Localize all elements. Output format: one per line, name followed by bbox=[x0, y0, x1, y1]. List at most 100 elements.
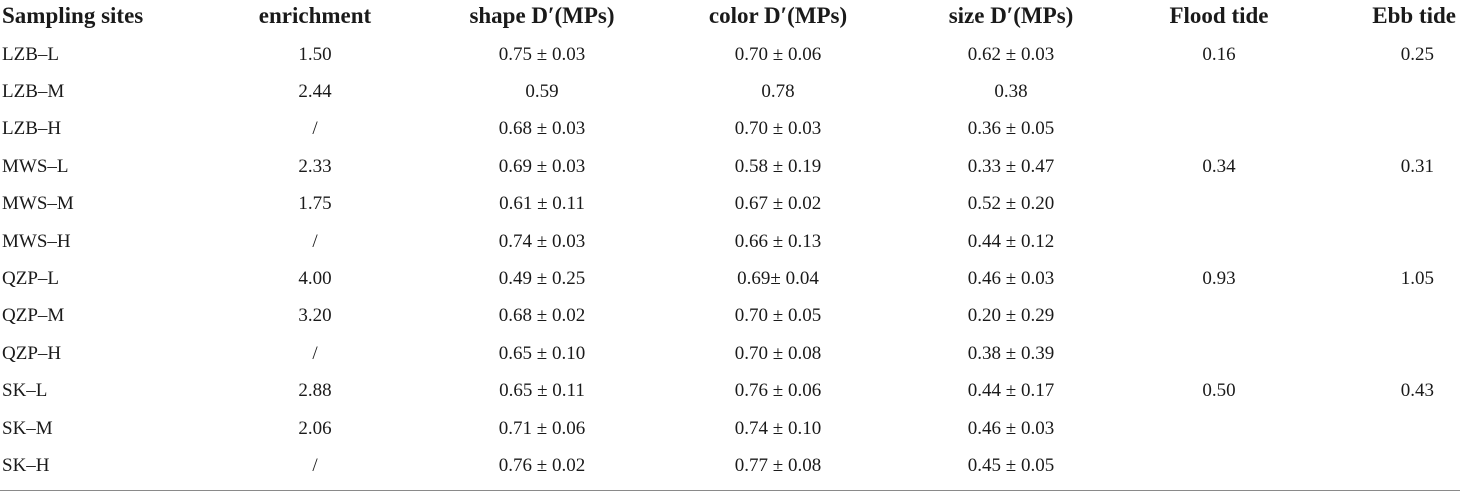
cell-enrichment: / bbox=[312, 230, 318, 252]
cell-color: 0.70 ± 0.06 bbox=[734, 43, 822, 65]
table-row: LZB–H / 0.68 ± 0.03 0.70 ± 0.03 0.36 ± 0.05 bbox=[0, 111, 1460, 148]
cell-color: 0.70 ± 0.08 bbox=[734, 342, 822, 364]
cell-ebb-tide: 1.05 bbox=[1400, 268, 1434, 290]
cell-site: LZB–H bbox=[2, 118, 62, 140]
table-row: SK–L 2.88 0.65 ± 0.11 0.76 ± 0.06 0.44 ± 0.1… bbox=[0, 373, 1460, 410]
cell-flood-tide bbox=[1120, 447, 1318, 484]
cell-site: SK–H bbox=[2, 454, 50, 476]
header-flood-tide: Flood tide bbox=[1169, 3, 1269, 28]
table-row: LZB–M 2.44 0.59 0.78 0.38 bbox=[0, 73, 1460, 110]
cell-site: SK–L bbox=[2, 380, 48, 402]
table-row: SK–M 2.06 0.71 ± 0.06 0.74 ± 0.10 0.46 ± 0.0… bbox=[0, 410, 1460, 447]
cell-flood-tide bbox=[1120, 186, 1318, 223]
cell-ebb-tide bbox=[1318, 111, 1460, 148]
cell-color: 0.77 ± 0.08 bbox=[734, 454, 822, 476]
cell-size: 0.52 ± 0.20 bbox=[967, 193, 1055, 215]
cell-shape: 0.65 ± 0.11 bbox=[499, 380, 585, 402]
cell-shape: 0.75 ± 0.03 bbox=[498, 43, 586, 65]
cell-enrichment: 2.44 bbox=[298, 81, 332, 103]
cell-color: 0.74 ± 0.10 bbox=[734, 417, 822, 439]
cell-shape: 0.61 ± 0.11 bbox=[499, 193, 585, 215]
cell-flood-tide bbox=[1120, 335, 1318, 372]
header-enrichment: enrichment bbox=[258, 3, 372, 28]
cell-shape: 0.69 ± 0.03 bbox=[498, 155, 586, 177]
table-row: QZP–M 3.20 0.68 ± 0.02 0.70 ± 0.05 0.20 ± 0.… bbox=[0, 298, 1460, 335]
cell-flood-tide: 0.50 bbox=[1202, 380, 1236, 402]
cell-ebb-tide: 0.43 bbox=[1400, 380, 1434, 402]
cell-enrichment: 1.75 bbox=[298, 193, 332, 215]
table-row: SK–H / 0.76 ± 0.02 0.77 ± 0.08 0.45 ± 0.05 bbox=[0, 447, 1460, 484]
cell-color: 0.70 ± 0.05 bbox=[734, 305, 822, 327]
cell-ebb-tide bbox=[1318, 410, 1460, 447]
cell-flood-tide bbox=[1120, 73, 1318, 110]
cell-shape: 0.74 ± 0.03 bbox=[498, 230, 586, 252]
cell-color: 0.78 bbox=[761, 81, 795, 103]
cell-ebb-tide: 0.31 bbox=[1400, 155, 1434, 177]
cell-size: 0.20 ± 0.29 bbox=[967, 305, 1055, 327]
cell-ebb-tide bbox=[1318, 447, 1460, 484]
cell-flood-tide bbox=[1120, 223, 1318, 260]
cell-flood-tide: 0.16 bbox=[1202, 43, 1236, 65]
cell-enrichment: 3.20 bbox=[298, 305, 332, 327]
data-table-container: Sampling sites enrichment shape D′(MPs) … bbox=[0, 0, 1460, 484]
table-row: MWS–L 2.33 0.69 ± 0.03 0.58 ± 0.19 0.33 ± 0.… bbox=[0, 148, 1460, 185]
cell-site: LZB–L bbox=[2, 43, 59, 65]
cell-flood-tide bbox=[1120, 410, 1318, 447]
cell-shape: 0.68 ± 0.03 bbox=[498, 118, 586, 140]
cell-color: 0.58 ± 0.19 bbox=[734, 155, 822, 177]
cell-ebb-tide bbox=[1318, 73, 1460, 110]
cell-site: MWS–L bbox=[2, 155, 69, 177]
cell-color: 0.69± 0.04 bbox=[737, 268, 819, 290]
table-row: MWS–M 1.75 0.61 ± 0.11 0.67 ± 0.02 0.52 ± 0.… bbox=[0, 186, 1460, 223]
header-size: size D′(MPs) bbox=[948, 3, 1074, 28]
cell-color: 0.76 ± 0.06 bbox=[734, 380, 822, 402]
table-bottom-rule bbox=[0, 490, 1460, 491]
cell-size: 0.46 ± 0.03 bbox=[967, 268, 1055, 290]
cell-enrichment: 2.88 bbox=[298, 380, 332, 402]
cell-size: 0.38 bbox=[994, 81, 1028, 103]
cell-ebb-tide bbox=[1318, 186, 1460, 223]
cell-site: MWS–M bbox=[2, 193, 74, 215]
cell-size: 0.46 ± 0.03 bbox=[967, 417, 1055, 439]
cell-enrichment: / bbox=[312, 342, 318, 364]
header-sampling-sites: Sampling sites bbox=[2, 3, 144, 28]
header-shape: shape D′(MPs) bbox=[469, 3, 615, 28]
cell-enrichment: / bbox=[312, 118, 318, 140]
cell-enrichment: 1.50 bbox=[298, 43, 332, 65]
cell-flood-tide: 0.93 bbox=[1202, 268, 1236, 290]
cell-enrichment: / bbox=[312, 454, 318, 476]
header-color: color D′(MPs) bbox=[708, 3, 848, 28]
cell-flood-tide: 0.34 bbox=[1202, 155, 1236, 177]
table-row: LZB–L 1.50 0.75 ± 0.03 0.70 ± 0.06 0.62 ± 0.… bbox=[0, 32, 1460, 73]
cell-size: 0.33 ± 0.47 bbox=[967, 155, 1055, 177]
cell-color: 0.70 ± 0.03 bbox=[734, 118, 822, 140]
cell-ebb-tide bbox=[1318, 335, 1460, 372]
cell-enrichment: 4.00 bbox=[298, 268, 332, 290]
cell-site: QZP–H bbox=[2, 342, 62, 364]
cell-shape: 0.59 bbox=[525, 81, 559, 103]
cell-color: 0.67 ± 0.02 bbox=[734, 193, 822, 215]
cell-shape: 0.71 ± 0.06 bbox=[498, 417, 586, 439]
table-row: QZP–H / 0.65 ± 0.10 0.70 ± 0.08 0.38 ± 0.39 bbox=[0, 335, 1460, 372]
cell-ebb-tide bbox=[1318, 298, 1460, 335]
cell-enrichment: 2.33 bbox=[298, 155, 332, 177]
cell-site: SK–M bbox=[2, 417, 53, 439]
cell-ebb-tide bbox=[1318, 223, 1460, 260]
header-ebb-tide: Ebb tide bbox=[1372, 3, 1456, 28]
cell-site: QZP–M bbox=[2, 305, 65, 327]
cell-ebb-tide: 0.25 bbox=[1400, 43, 1434, 65]
cell-shape: 0.76 ± 0.02 bbox=[498, 454, 586, 476]
cell-size: 0.44 ± 0.12 bbox=[967, 230, 1055, 252]
table-header: Sampling sites enrichment shape D′(MPs) … bbox=[0, 0, 1460, 32]
cell-size: 0.45 ± 0.05 bbox=[967, 454, 1055, 476]
cell-color: 0.66 ± 0.13 bbox=[734, 230, 822, 252]
cell-size: 0.38 ± 0.39 bbox=[967, 342, 1055, 364]
cell-site: MWS–H bbox=[2, 230, 71, 252]
header-row: Sampling sites enrichment shape D′(MPs) … bbox=[0, 0, 1460, 32]
cell-enrichment: 2.06 bbox=[298, 417, 332, 439]
cell-shape: 0.65 ± 0.10 bbox=[498, 342, 586, 364]
table-row: QZP–L 4.00 0.49 ± 0.25 0.69± 0.04 0.46 ± 0.0… bbox=[0, 260, 1460, 297]
cell-size: 0.36 ± 0.05 bbox=[967, 118, 1055, 140]
cell-flood-tide bbox=[1120, 298, 1318, 335]
cell-site: QZP–L bbox=[2, 268, 59, 290]
